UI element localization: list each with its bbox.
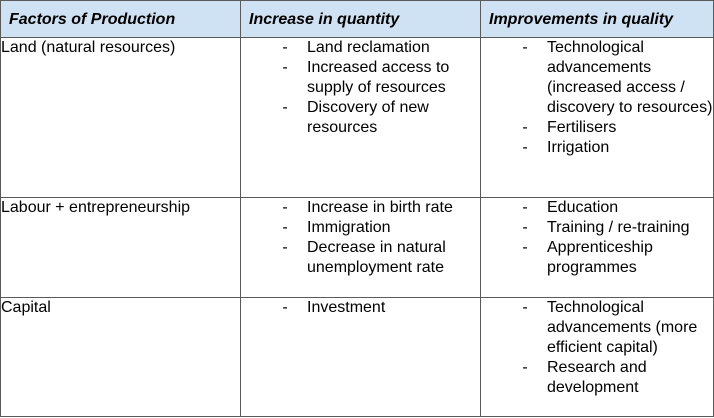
dash-marker: - xyxy=(282,299,288,316)
quantity-list: - Land reclamation - Increased access to s… xyxy=(241,38,480,138)
list-item: - Research and development xyxy=(481,358,713,398)
dash-marker: - xyxy=(522,39,528,56)
dash-marker: - xyxy=(522,199,528,216)
list-item-text: Immigration xyxy=(307,219,391,236)
list-item: - Technological advancements (more effici… xyxy=(481,298,713,358)
quantity-cell: - Increase in birth rate - Immigration - De… xyxy=(240,197,481,298)
header-increase-quantity: Increase in quantity xyxy=(240,0,481,38)
dash-marker: - xyxy=(522,139,528,156)
list-item-text: Research and development xyxy=(547,359,647,396)
quality-list: - Technological advancements (increased a… xyxy=(481,38,713,158)
dash-marker: - xyxy=(522,239,528,256)
list-item: - Investment xyxy=(241,298,480,318)
list-item: - Immigration xyxy=(241,218,480,238)
list-item-text: Training / re-training xyxy=(547,219,690,236)
list-item: - Technological advancements (increased a… xyxy=(481,38,713,118)
list-item-text: Increase in birth rate xyxy=(307,199,453,216)
list-item-text: Technological advancements (increased ac… xyxy=(547,39,713,116)
dash-marker: - xyxy=(522,359,528,376)
list-item: - Irrigation xyxy=(481,138,713,158)
dash-marker: - xyxy=(282,59,288,76)
quality-cell: - Technological advancements (more effici… xyxy=(480,297,714,417)
quantity-cell: - Land reclamation - Increased access to s… xyxy=(240,37,481,198)
quality-cell: - Technological advancements (increased a… xyxy=(480,37,714,198)
table-row: Land (natural resources) - Land reclamati… xyxy=(0,37,714,198)
list-item: - Land reclamation xyxy=(241,38,480,58)
factor-cell: Capital xyxy=(0,297,241,417)
list-item: - Training / re-training xyxy=(481,218,713,238)
list-item-text: Decrease in natural unemployment rate xyxy=(307,239,446,276)
dash-marker: - xyxy=(522,299,528,316)
list-item-text: Irrigation xyxy=(547,139,610,156)
list-item: - Increased access to supply of resources xyxy=(241,58,480,98)
factor-cell: Labour + entrepreneurship xyxy=(0,197,241,298)
quantity-list: - Investment xyxy=(241,298,480,318)
list-item: - Decrease in natural unemployment rate xyxy=(241,238,480,278)
dash-marker: - xyxy=(282,39,288,56)
factor-cell: Land (natural resources) xyxy=(0,37,241,198)
table-header-row: Factors of Production Increase in quanti… xyxy=(0,0,714,38)
list-item-text: Land reclamation xyxy=(307,39,430,56)
quality-cell: - Education - Training / re-training - Appr… xyxy=(480,197,714,298)
dash-marker: - xyxy=(282,99,288,116)
dash-marker: - xyxy=(282,219,288,236)
header-improvements-quality: Improvements in quality xyxy=(480,0,714,38)
table-row: Capital - Investment - Technological advan… xyxy=(0,297,714,417)
header-factors: Factors of Production xyxy=(0,0,241,38)
dash-marker: - xyxy=(282,239,288,256)
list-item: - Discovery of new resources xyxy=(241,98,480,138)
quantity-cell: - Investment xyxy=(240,297,481,417)
list-item: - Fertilisers xyxy=(481,118,713,138)
table-row: Labour + entrepreneurship - Increase in b… xyxy=(0,197,714,298)
list-item-text: Increased access to supply of resources xyxy=(307,59,450,96)
dash-marker: - xyxy=(522,219,528,236)
quantity-list: - Increase in birth rate - Immigration - De… xyxy=(241,198,480,278)
list-item: - Apprenticeship programmes xyxy=(481,238,713,278)
quality-list: - Technological advancements (more effici… xyxy=(481,298,713,398)
list-item-text: Apprenticeship programmes xyxy=(547,239,653,276)
list-item-text: Fertilisers xyxy=(547,119,617,136)
dash-marker: - xyxy=(282,199,288,216)
list-item-text: Discovery of new resources xyxy=(307,99,429,136)
list-item-text: Investment xyxy=(307,299,386,316)
list-item-text: Education xyxy=(547,199,619,216)
list-item: - Increase in birth rate xyxy=(241,198,480,218)
list-item-text: Technological advancements (more efficie… xyxy=(547,299,698,356)
list-item: - Education xyxy=(481,198,713,218)
dash-marker: - xyxy=(522,119,528,136)
quality-list: - Education - Training / re-training - Appr… xyxy=(481,198,713,278)
